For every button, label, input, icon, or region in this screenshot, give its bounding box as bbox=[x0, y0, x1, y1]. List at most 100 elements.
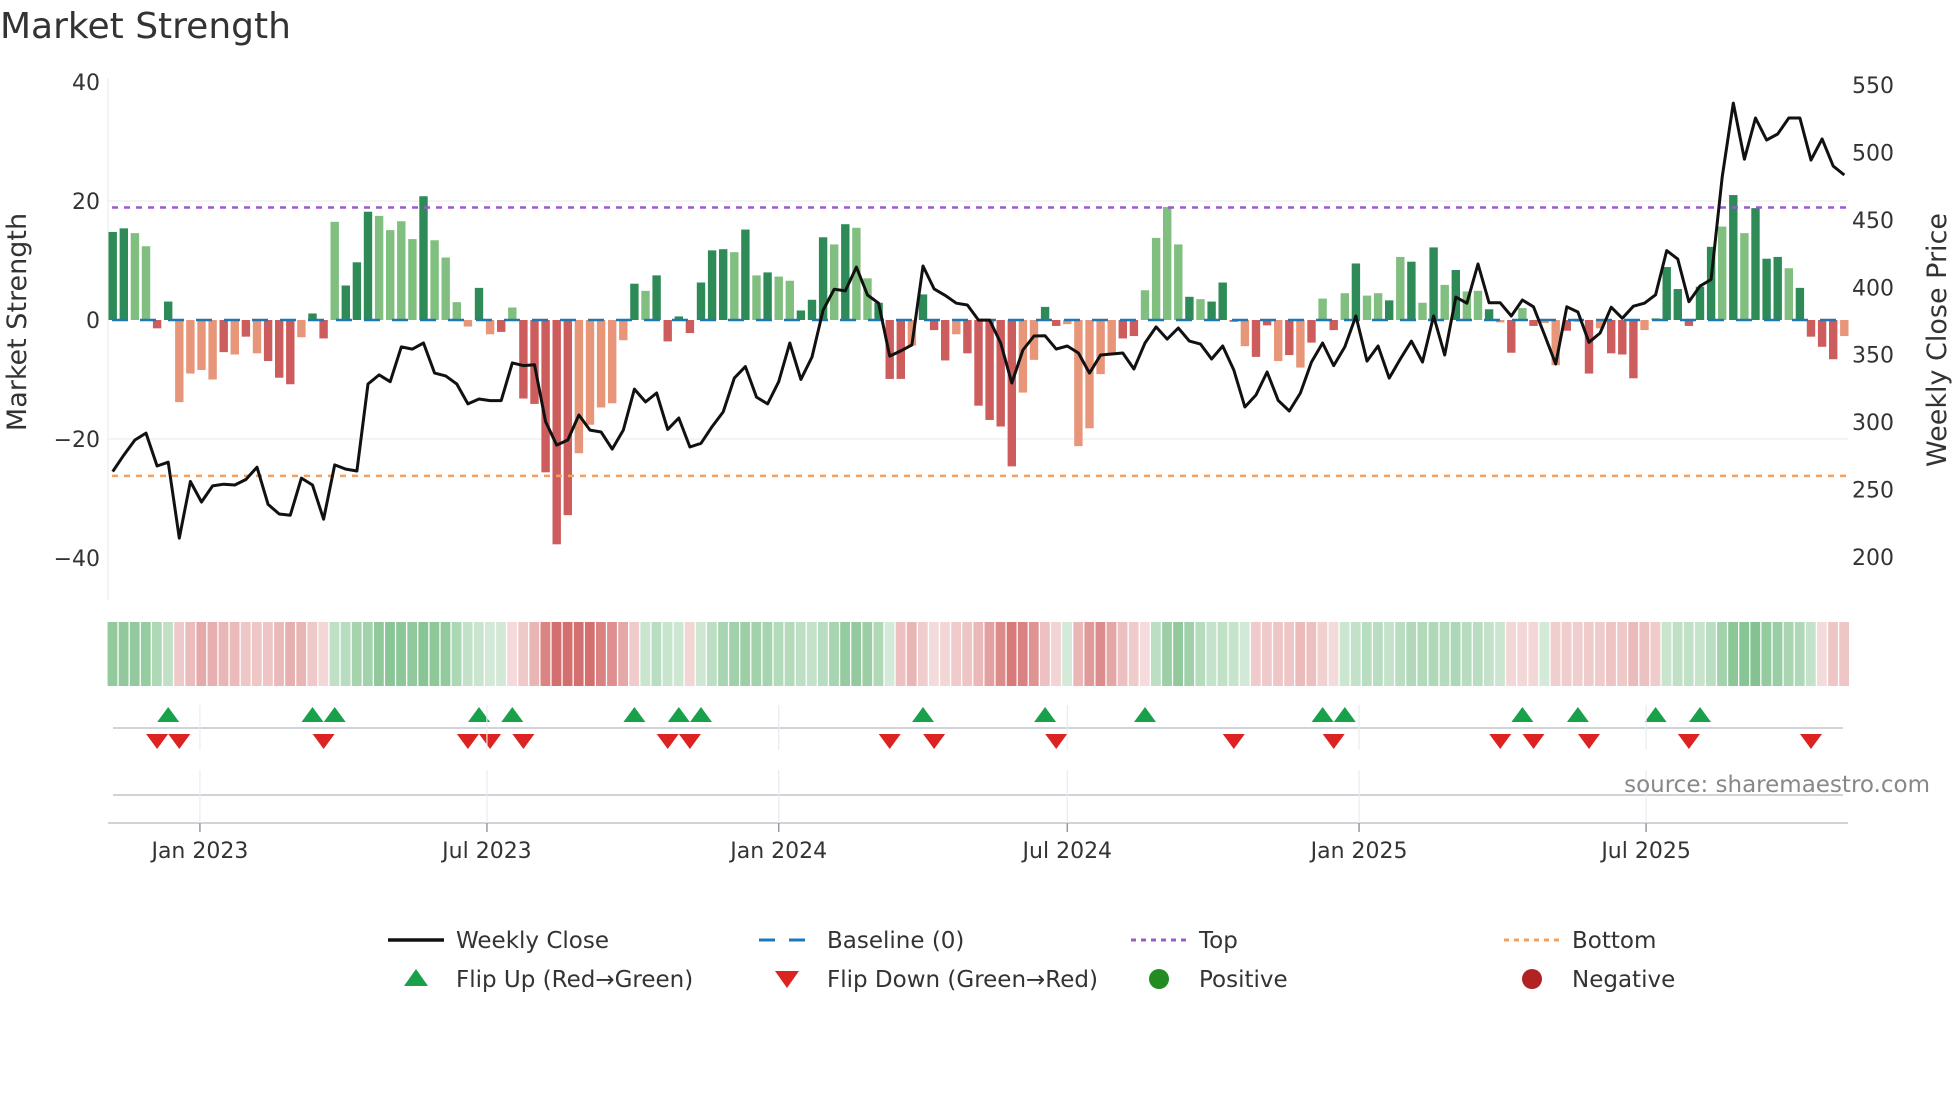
strength-bar bbox=[1040, 306, 1050, 320]
y2-tick-label: 200 bbox=[1852, 546, 1894, 571]
flip-down-marker bbox=[512, 734, 535, 749]
heat-cell bbox=[718, 622, 728, 686]
heat-cell bbox=[1772, 622, 1783, 686]
heat-cell bbox=[462, 622, 473, 686]
heat-cell bbox=[340, 622, 351, 686]
heat-cell bbox=[673, 622, 684, 686]
heat-cell bbox=[1273, 622, 1283, 686]
strength-bar bbox=[341, 285, 350, 320]
heat-cell bbox=[784, 622, 795, 686]
heat-cell bbox=[1006, 622, 1017, 686]
heat-cell bbox=[1328, 622, 1339, 686]
heat-cell bbox=[1062, 622, 1072, 686]
strength-bar bbox=[1107, 320, 1116, 354]
y2-tick-label: 350 bbox=[1852, 344, 1894, 369]
strength-bar bbox=[308, 313, 317, 320]
flip-up-marker bbox=[301, 707, 324, 722]
legend: Weekly Close Baseline (0) Top Bottom Flip Up… bbox=[388, 928, 1675, 993]
strength-bar bbox=[1718, 226, 1727, 320]
strength-bar bbox=[1385, 300, 1394, 320]
strength-bar bbox=[1806, 320, 1816, 337]
strength-bar bbox=[408, 239, 417, 320]
strength-bar bbox=[1762, 258, 1771, 320]
strength-bar bbox=[241, 320, 251, 337]
heat-cell bbox=[1017, 622, 1028, 686]
heat-cell bbox=[1628, 622, 1639, 686]
strength-bar bbox=[130, 233, 140, 320]
heat-cell bbox=[662, 622, 673, 686]
strength-bar bbox=[774, 276, 783, 320]
strength-bar bbox=[1074, 320, 1083, 447]
strength-bar bbox=[363, 211, 373, 320]
heat-cell bbox=[263, 622, 273, 686]
heat-cell bbox=[740, 622, 751, 686]
heat-cell bbox=[1706, 622, 1716, 686]
strength-bar bbox=[330, 221, 339, 320]
heat-cell bbox=[351, 622, 362, 686]
heat-cell bbox=[1139, 622, 1150, 686]
strength-bar bbox=[841, 224, 850, 320]
heat-cell bbox=[1217, 622, 1228, 686]
heat-cell bbox=[618, 622, 628, 686]
flip-down-marker bbox=[1222, 734, 1245, 749]
strength-bar bbox=[1529, 320, 1538, 326]
strength-bar bbox=[996, 320, 1005, 427]
strength-bar bbox=[108, 231, 117, 320]
strength-bar bbox=[497, 320, 506, 332]
strength-bar bbox=[796, 310, 806, 320]
flip-up-marker bbox=[157, 707, 180, 722]
heat-cell bbox=[1173, 622, 1183, 686]
heat-cell bbox=[607, 622, 617, 686]
strength-bar bbox=[1607, 320, 1616, 354]
heat-cell bbox=[129, 622, 140, 686]
heat-cell bbox=[1661, 622, 1672, 686]
flip-up-marker bbox=[1511, 707, 1534, 722]
strength-bar bbox=[1063, 320, 1072, 325]
heat-cell bbox=[529, 622, 540, 686]
strength-bar bbox=[397, 221, 406, 320]
y-axis-ticks: 40 20 0 −20 −40 bbox=[54, 71, 100, 572]
x-tick-label: Jul 2024 bbox=[1021, 839, 1113, 864]
flip-up-marker bbox=[667, 707, 690, 722]
heat-cell bbox=[318, 622, 329, 686]
heat-cell bbox=[1484, 622, 1494, 686]
heat-cell bbox=[973, 622, 984, 686]
heat-cell bbox=[884, 622, 895, 686]
heat-cell bbox=[895, 622, 906, 686]
strength-bar bbox=[485, 320, 495, 335]
heat-cell bbox=[429, 622, 440, 686]
heat-cell bbox=[1228, 622, 1239, 686]
heat-cell bbox=[1028, 622, 1039, 686]
heat-cell bbox=[596, 622, 606, 686]
strength-bar bbox=[985, 320, 994, 420]
strength-bar bbox=[1673, 289, 1682, 320]
heat-cell bbox=[229, 622, 240, 686]
heat-cell bbox=[440, 622, 451, 686]
strength-bar bbox=[1440, 284, 1449, 320]
heat-cell bbox=[1417, 622, 1428, 686]
strength-bar bbox=[863, 278, 872, 320]
heat-cell bbox=[806, 622, 817, 686]
x-tick-label: Jan 2024 bbox=[728, 839, 827, 864]
legend-label: Positive bbox=[1199, 967, 1288, 993]
legend-label: Bottom bbox=[1572, 928, 1656, 954]
strength-bars bbox=[108, 195, 1849, 545]
heat-cell bbox=[274, 622, 284, 686]
y-axis-title: Market Strength bbox=[2, 213, 33, 431]
heat-cell bbox=[940, 622, 950, 686]
strength-bar bbox=[1340, 293, 1349, 320]
strength-bar bbox=[874, 302, 883, 320]
heat-cell bbox=[1084, 622, 1095, 686]
flip-up-marker bbox=[501, 707, 524, 722]
y2-tick-label: 400 bbox=[1852, 276, 1894, 301]
y-tick-label: 40 bbox=[72, 71, 100, 96]
strength-bar bbox=[918, 294, 928, 320]
heat-cell bbox=[951, 622, 961, 686]
heat-cell bbox=[651, 622, 662, 686]
heat-cell bbox=[1395, 622, 1405, 686]
heat-cell bbox=[684, 622, 695, 686]
strength-bar bbox=[1540, 320, 1549, 323]
strength-bar bbox=[1662, 267, 1671, 320]
heat-cell bbox=[818, 622, 828, 686]
x-tick-label: Jan 2023 bbox=[149, 839, 248, 864]
